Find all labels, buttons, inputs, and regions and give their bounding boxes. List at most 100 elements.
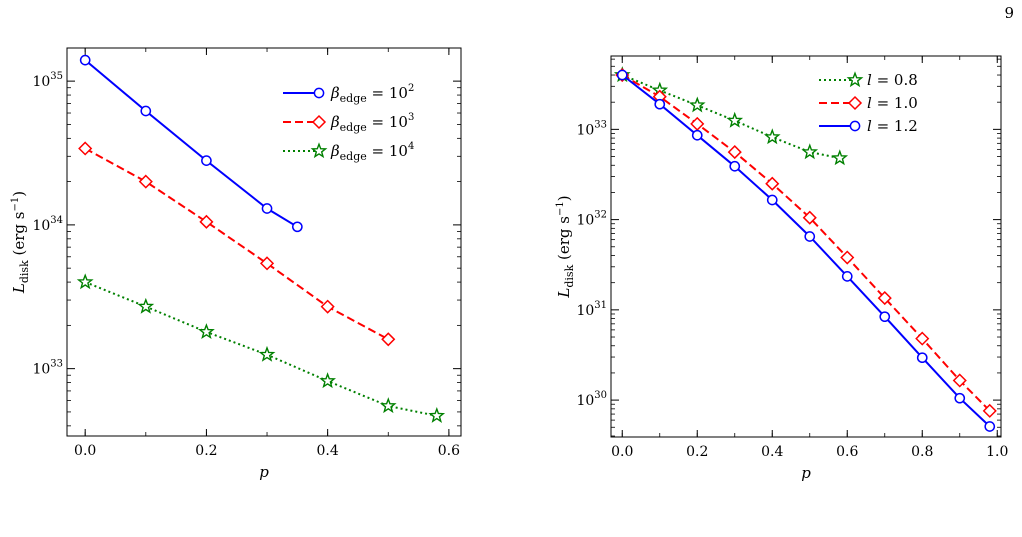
- chart0-data-point: [76, 273, 94, 290]
- chart1-legend: l = 0.8l = 1.0l = 1.2: [819, 71, 918, 135]
- chart0-data-point: [320, 299, 335, 314]
- chart1-data-point: [729, 160, 741, 172]
- chart0-legend-label-sub: edge: [340, 121, 367, 134]
- chart0-legend-label-main: β: [330, 142, 340, 160]
- chart1-data-point: [952, 373, 967, 388]
- chart0-x-tick-label: 0.2: [195, 443, 217, 459]
- chart1-data-point: [804, 231, 816, 242]
- chart1-x-tick-label: 0.6: [836, 444, 858, 460]
- chart1-legend-marker: [847, 95, 863, 111]
- chart-right: 0.0 0.2 0.4 0.6 0.8 1.01030103110321033pLdisk…: [555, 55, 1008, 482]
- chart1-y-tick-exp: 32: [594, 210, 607, 221]
- chart1-data-point: [616, 69, 628, 81]
- chart1-data-point: [982, 403, 997, 418]
- chart0-legend-label: βedge = 102: [330, 83, 414, 105]
- chart0-x-axis-label: p: [259, 463, 269, 481]
- chart1-y-tick-exp: 31: [594, 300, 607, 311]
- chart0-legend-label: βedge = 103: [330, 112, 414, 134]
- chart1-y-tick-label: 1030: [576, 390, 607, 409]
- chart0-y-tick-label: 1033: [32, 359, 63, 378]
- chart0-data-point: [379, 397, 397, 414]
- chart1-legend-label-rest: = 1.0: [872, 94, 918, 112]
- chart0-y-tick-base: 10: [32, 218, 50, 234]
- chart0-series-0: [79, 54, 303, 233]
- chart1-y-tick-exp: 30: [594, 390, 607, 401]
- chart1-series-line: [621, 74, 991, 428]
- chart0-data-point: [140, 105, 152, 117]
- chart0-legend-label-exp: 2: [408, 83, 414, 94]
- chart1-legend-label-rest: = 1.2: [872, 117, 918, 135]
- chart1-data-point: [877, 291, 892, 306]
- chart0-legend-label-sub: edge: [340, 150, 367, 163]
- chart0-y-tick-base: 10: [32, 362, 50, 378]
- chart0-legend-marker: [310, 142, 328, 159]
- chart1-legend-label-main: l: [867, 94, 872, 112]
- chart0-legend-marker: [311, 114, 327, 130]
- chart1-data-point: [802, 210, 817, 225]
- chart0-y-label-units: (erg s: [10, 212, 28, 261]
- chart1-x-tick-label: 1.0: [986, 444, 1008, 460]
- chart1-series-line: [621, 74, 991, 412]
- chart1-x-tick-label: 0.0: [611, 444, 633, 460]
- chart0-legend-label-main: β: [330, 84, 340, 102]
- chart0-legend-label-rest: = 10: [367, 142, 408, 160]
- chart0-data-point: [261, 203, 273, 214]
- chart0-data-point: [197, 323, 215, 340]
- chart1-data-point: [726, 111, 744, 128]
- chart1-series-1: [615, 67, 997, 418]
- chart0-y-label-main: L: [10, 283, 28, 294]
- chart0-y-tick-label: 1035: [32, 71, 63, 90]
- chart1-y-tick-base: 10: [576, 122, 594, 138]
- chart0-legend-label-rest: = 10: [367, 113, 408, 131]
- chart0-series-line: [84, 281, 437, 417]
- page-number: 9: [1004, 4, 1014, 22]
- chart1-legend-marker: [849, 120, 861, 132]
- chart0-data-point: [259, 256, 275, 271]
- chart1-data-point: [688, 96, 706, 113]
- chart1-data-point: [954, 392, 966, 404]
- chart0-data-point: [137, 297, 155, 314]
- chart1-y-label-main: L: [555, 288, 573, 299]
- chart0-y-tick-base: 10: [32, 74, 50, 90]
- chart1-y-axis-label: Ldisk (erg s−1): [555, 195, 576, 298]
- chart1-y-tick-exp: 33: [594, 119, 607, 130]
- chart1-x-tick-label: 0.4: [761, 444, 783, 460]
- chart1-data-point: [765, 176, 780, 191]
- chart1-data-point: [915, 331, 930, 346]
- chart1-data-point: [841, 271, 853, 282]
- chart0-data-point: [381, 332, 396, 347]
- chart0-x-tick-label: 0.4: [317, 443, 339, 459]
- chart1-y-tick-label: 1031: [576, 300, 607, 319]
- chart0-y-tick-exp: 34: [50, 215, 63, 226]
- chart0-legend-label: βedge = 104: [330, 141, 414, 163]
- chart0-y-label-sub: disk: [18, 260, 31, 283]
- chart1-data-point: [691, 129, 703, 141]
- chart1-x-tick-label: 0.8: [911, 444, 933, 460]
- chart0-data-point: [428, 406, 446, 423]
- chart0-axes-frame: [66, 47, 462, 437]
- chart0-y-tick-label: 1034: [32, 215, 63, 234]
- chart1-y-tick-label: 1032: [576, 210, 607, 229]
- chart1-data-point: [690, 116, 705, 131]
- chart0-series-line: [84, 147, 389, 341]
- chart1-legend-label: l = 1.2: [867, 117, 918, 135]
- chart1-data-point: [727, 145, 742, 160]
- chart1-legend-label-main: l: [867, 71, 872, 89]
- chart1-data-point: [916, 352, 928, 364]
- chart0-legend-label-sub: edge: [340, 92, 367, 105]
- chart1-data-point: [801, 143, 819, 160]
- chart1-legend-label-main: l: [867, 117, 872, 135]
- chart1-y-tick-base: 10: [576, 303, 594, 319]
- chart1-data-point: [654, 98, 666, 110]
- chart0-legend-label-rest: = 10: [367, 84, 408, 102]
- chart1-legend-label: l = 0.8: [867, 71, 918, 89]
- chart0-legend-label-exp: 4: [408, 141, 414, 152]
- chart0-y-tick-exp: 33: [50, 359, 63, 370]
- chart0-series-2: [76, 273, 446, 423]
- chart1-y-tick-label: 1033: [576, 119, 607, 138]
- chart1-series-2: [616, 69, 996, 432]
- chart1-legend-label-rest: = 0.8: [872, 71, 918, 89]
- chart0-y-tick-exp: 35: [50, 71, 63, 82]
